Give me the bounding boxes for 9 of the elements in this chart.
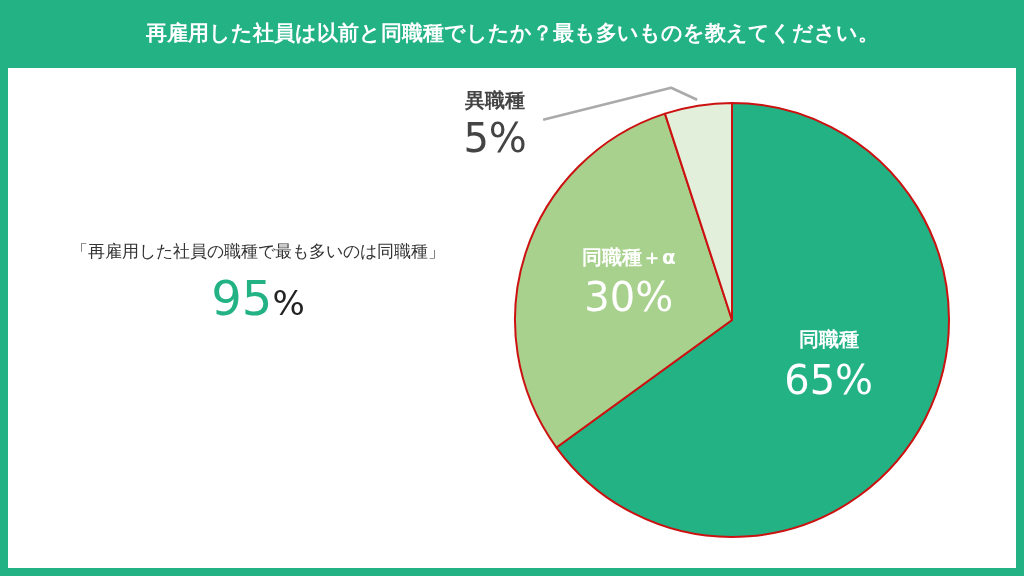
chart-title: 再雇用した社員は以前と同職種でしたか？最も多いものを教えてください。 (144, 20, 880, 47)
slice-label: 同職種＋α (581, 244, 676, 269)
text: 95% (211, 270, 305, 326)
data-label: 5% (463, 115, 527, 162)
data-label: 30% (584, 273, 674, 320)
data-label: 65% (784, 356, 874, 403)
slice-label: 同職種 (798, 327, 859, 352)
slice-label: 異職種 (464, 87, 526, 112)
text: 「再雇用した社員の職種で最も多いのは同職種」 (70, 240, 446, 263)
